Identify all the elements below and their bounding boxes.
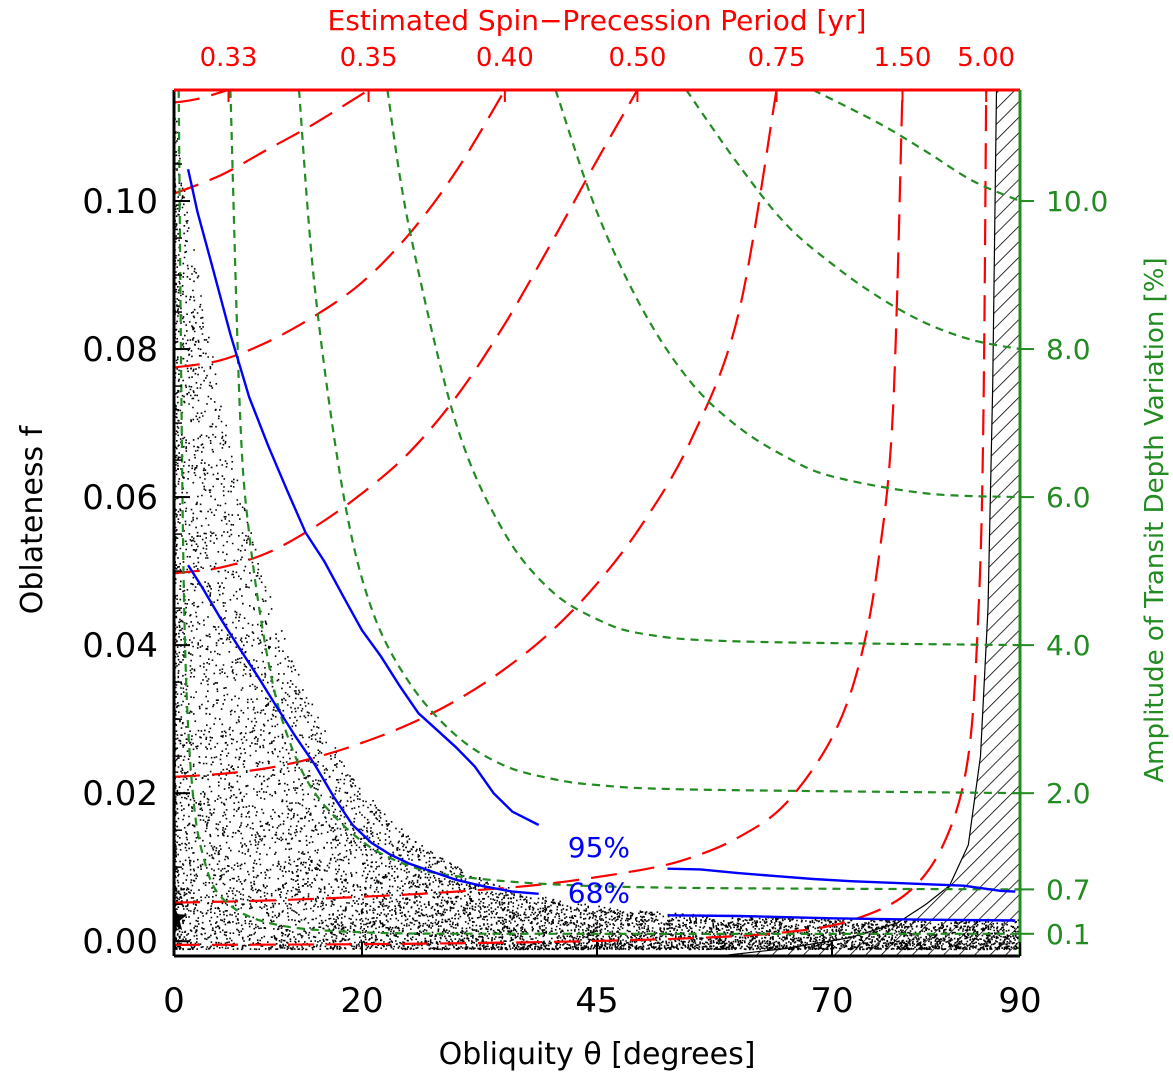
right-tick-label-2.0: 2.0 bbox=[1046, 777, 1091, 810]
confidence-contours bbox=[186, 168, 1016, 922]
right-tick-label-8.0: 8.0 bbox=[1046, 333, 1091, 366]
x-tick-label-20: 20 bbox=[340, 981, 383, 1021]
y-tick-label-0.08: 0.08 bbox=[82, 330, 158, 370]
right-axis-title: Amplitude of Transit Depth Variation [%] bbox=[1140, 257, 1170, 782]
y-tick-label-0.00: 0.00 bbox=[82, 922, 158, 962]
precession-contour-0.40 bbox=[174, 90, 506, 369]
confidence-contour-95pct-seg1 bbox=[667, 867, 1016, 893]
top-tick-label-0.35: 0.35 bbox=[340, 43, 398, 73]
star-marker bbox=[174, 905, 188, 931]
x-axis-title: Obliquity θ [degrees] bbox=[439, 1037, 756, 1072]
top-tick-label-0.75: 0.75 bbox=[748, 43, 806, 73]
amplitude-contour-4.0 bbox=[386, 90, 1020, 647]
confidence-label-95pct: 95% bbox=[568, 831, 630, 864]
confidence-contour-68pct-seg0 bbox=[187, 564, 539, 895]
transit-depth-amplitude-contours bbox=[177, 90, 1020, 935]
plot-area bbox=[174, 90, 1020, 956]
precession-contour-1.50 bbox=[174, 90, 904, 904]
top-tick-label-1.50: 1.50 bbox=[874, 43, 932, 73]
x-tick-label-0: 0 bbox=[163, 981, 185, 1021]
precession-period-contours bbox=[174, 90, 988, 946]
right-tick-label-0.7: 0.7 bbox=[1046, 873, 1091, 906]
y-tick-label-0.04: 0.04 bbox=[82, 626, 158, 666]
amplitude-contour-8.0 bbox=[685, 90, 1020, 351]
top-axis-ticks: 0.33 0.35 0.40 0.50 0.75 1.50 5.00 bbox=[200, 43, 1015, 102]
confidence-contour-95pct-seg0 bbox=[186, 168, 540, 827]
right-tick-label-0.1: 0.1 bbox=[1046, 918, 1091, 951]
top-axis-title: Estimated Spin−Precession Period [yr] bbox=[328, 4, 867, 37]
amplitude-contour-0.7 bbox=[229, 90, 1020, 891]
y-tick-label-0.02: 0.02 bbox=[82, 774, 158, 814]
confidence-contour-68pct-seg1 bbox=[667, 914, 1016, 922]
right-tick-label-6.0: 6.0 bbox=[1046, 481, 1091, 514]
precession-contour-0.75 bbox=[174, 90, 778, 778]
top-tick-label-0.33: 0.33 bbox=[200, 43, 258, 73]
top-tick-label-0.40: 0.40 bbox=[476, 43, 534, 73]
right-tick-label-4.0: 4.0 bbox=[1046, 629, 1091, 662]
right-tick-label-10.0: 10.0 bbox=[1046, 185, 1108, 218]
amplitude-contour-6.0 bbox=[554, 90, 1020, 499]
precession-contour-5.00 bbox=[174, 90, 988, 946]
x-tick-label-70: 70 bbox=[810, 981, 853, 1021]
top-tick-label-5.00: 5.00 bbox=[957, 43, 1015, 73]
confidence-label-68pct: 68% bbox=[568, 877, 630, 910]
y-tick-label-0.10: 0.10 bbox=[82, 182, 158, 222]
excluded-region-hatch bbox=[719, 90, 1020, 956]
right-axis-ticks: 10.0 8.0 6.0 4.0 2.0 0.7 0.1 bbox=[1020, 185, 1108, 951]
confidence-labels: 95%68% bbox=[568, 831, 630, 910]
amplitude-contour-10.0 bbox=[812, 90, 1020, 203]
y-axis-ticks: 0.00 0.02 0.04 0.06 0.08 0.10 bbox=[82, 163, 190, 962]
x-tick-label-90: 90 bbox=[998, 981, 1041, 1021]
precession-contour-0.35 bbox=[174, 90, 370, 195]
precession-contour-0.50 bbox=[174, 90, 639, 575]
top-tick-label-0.50: 0.50 bbox=[608, 43, 666, 73]
x-axis-ticks: 0 20 45 70 90 bbox=[163, 942, 1042, 1021]
x-tick-label-45: 45 bbox=[575, 981, 618, 1021]
best-fit-star-marker bbox=[174, 905, 188, 931]
precession-contour-0.33 bbox=[174, 90, 229, 104]
amplitude-contour-2.0 bbox=[297, 90, 1020, 795]
y-axis-title: Oblateness f bbox=[15, 424, 50, 614]
y-tick-label-0.06: 0.06 bbox=[82, 478, 158, 518]
